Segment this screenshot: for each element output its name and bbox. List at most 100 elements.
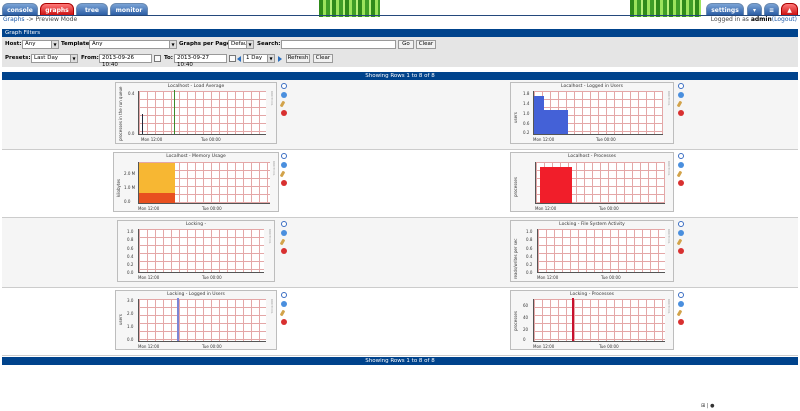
delete-icon[interactable]: [678, 248, 684, 254]
edit-icon[interactable]: [279, 170, 286, 178]
graph-plot-area: [537, 229, 665, 273]
edit-icon[interactable]: [676, 238, 683, 246]
graph-actions: [279, 221, 288, 257]
to-date-input[interactable]: 2013-09-27 10:40: [174, 54, 227, 68]
presets-select[interactable]: Last Day ▼: [31, 54, 78, 63]
edit-icon[interactable]: [279, 309, 286, 317]
host-select[interactable]: Any ▼: [22, 40, 59, 49]
y-tick: 0.0: [127, 337, 134, 342]
info-icon[interactable]: [678, 301, 684, 307]
y-tick: 40: [523, 315, 529, 320]
graph-plot-area: [533, 91, 663, 135]
load-spike: [174, 90, 175, 134]
graph-ylabel: kilobytes: [116, 178, 121, 197]
zoom-icon[interactable]: [281, 83, 287, 89]
calendar-icon[interactable]: [154, 55, 161, 62]
graph-actions: [676, 292, 685, 328]
rrdtool-credit: RRDTOOL: [667, 91, 671, 106]
timespan-select-value: 1 Day: [246, 55, 263, 61]
shift-left-icon[interactable]: [237, 56, 241, 62]
y-tick: 20: [523, 327, 529, 332]
y-tick: 0.2: [127, 262, 134, 267]
graph-logged-in-users[interactable]: Localhost - Logged in Users users 1.8 1.…: [510, 82, 674, 144]
graph-file-system-activity[interactable]: Locking - File System Activity reads/wri…: [510, 220, 674, 282]
graph-plot-area: [138, 90, 266, 135]
zoom-icon[interactable]: [678, 221, 684, 227]
graph-actions: [279, 292, 288, 328]
delete-icon[interactable]: [281, 180, 287, 186]
edit-icon[interactable]: [279, 238, 286, 246]
info-icon[interactable]: [281, 92, 287, 98]
login-prefix: Logged in as: [710, 16, 751, 23]
zoom-icon[interactable]: [281, 292, 287, 298]
info-icon[interactable]: [678, 230, 684, 236]
zoom-icon[interactable]: [678, 83, 684, 89]
graph-locking[interactable]: Locking - 1.0 0.8 0.6 0.4 0.2 0.0 Mon 12…: [117, 220, 275, 282]
y-tick: 0.0: [526, 270, 533, 275]
from-date-input[interactable]: 2013-09-26 10:40: [99, 54, 152, 68]
graph-actions: [279, 153, 288, 189]
graphs-per-page-select[interactable]: Default ▼: [228, 40, 254, 49]
delete-icon[interactable]: [281, 248, 287, 254]
edit-icon[interactable]: [676, 100, 683, 108]
edit-icon[interactable]: [676, 309, 683, 317]
y-tick: 1.4: [523, 101, 530, 106]
search-input[interactable]: [281, 40, 396, 49]
info-icon[interactable]: [281, 301, 287, 307]
calendar-icon[interactable]: [229, 55, 236, 62]
edit-icon[interactable]: [279, 100, 286, 108]
graph-ylabel: processes: [513, 177, 518, 197]
graph-load-average[interactable]: Localhost - Load Average processes in th…: [115, 82, 277, 144]
info-icon[interactable]: [678, 92, 684, 98]
graph-memory-usage[interactable]: Localhost - Memory Usage kilobytes 2.0 M…: [113, 152, 279, 212]
host-select-value: Any: [25, 41, 36, 47]
top-navigation: console graphs tree monitor settings ▾ ≡…: [0, 0, 800, 17]
x-tick: Tue 00:00: [202, 275, 222, 280]
zoom-icon[interactable]: [678, 153, 684, 159]
zoom-icon[interactable]: [678, 292, 684, 298]
processes-area: [540, 167, 572, 203]
refresh-button[interactable]: Refresh: [286, 54, 310, 63]
list-view-icon[interactable]: ≡: [764, 3, 779, 16]
logout-link[interactable]: (Logout): [771, 16, 797, 23]
graph-actions: [676, 221, 685, 257]
edit-icon[interactable]: [676, 170, 683, 178]
info-icon[interactable]: [678, 162, 684, 168]
graph-plot-area: [138, 298, 266, 342]
y-tick: 1.0: [523, 111, 530, 116]
graph-processes[interactable]: Localhost - Processes processes Mon 12:0…: [510, 152, 674, 212]
delete-icon[interactable]: [678, 110, 684, 116]
graph-locking-logged-in-users[interactable]: Locking - Logged in Users users 3.0 2.0 …: [115, 290, 277, 350]
clear-button[interactable]: Clear: [416, 40, 436, 49]
breadcrumb: Graphs -> Preview Mode: [3, 16, 77, 23]
presets-select-value: Last Day: [34, 55, 59, 61]
breadcrumb-current: Preview Mode: [35, 16, 78, 23]
login-info: Logged in as admin(Logout): [711, 16, 797, 23]
delete-icon[interactable]: [678, 180, 684, 186]
from-label: From:: [81, 55, 99, 61]
graph-plot-area: [138, 162, 270, 204]
load-spike: [142, 114, 143, 134]
template-select[interactable]: Any ▼: [89, 40, 177, 49]
template-label: Template:: [61, 41, 92, 47]
users-area: [544, 110, 568, 134]
delete-icon[interactable]: [281, 319, 287, 325]
info-icon[interactable]: [281, 162, 287, 168]
x-tick: Mon 12:00: [533, 344, 555, 349]
chevron-down-icon: ▼: [246, 41, 253, 48]
shift-right-icon[interactable]: [278, 56, 282, 62]
delete-icon[interactable]: [281, 110, 287, 116]
zoom-icon[interactable]: [281, 153, 287, 159]
timespan-select[interactable]: 1 Day ▼: [243, 54, 275, 63]
go-button[interactable]: Go: [398, 40, 414, 49]
zoom-icon[interactable]: [281, 221, 287, 227]
graph-locking-processes[interactable]: Locking - Processes processes 60 40 20 0…: [510, 290, 674, 350]
breadcrumb-graphs-link[interactable]: Graphs: [3, 16, 25, 23]
tab-graphs[interactable]: graphs: [40, 3, 74, 16]
info-icon[interactable]: [281, 230, 287, 236]
user-icon[interactable]: ●: [710, 403, 715, 409]
delete-icon[interactable]: [678, 319, 684, 325]
y-tick: 1.0 M: [124, 185, 136, 190]
clear-dates-button[interactable]: Clear: [313, 54, 333, 63]
grid-icon[interactable]: ⊞: [701, 403, 706, 409]
